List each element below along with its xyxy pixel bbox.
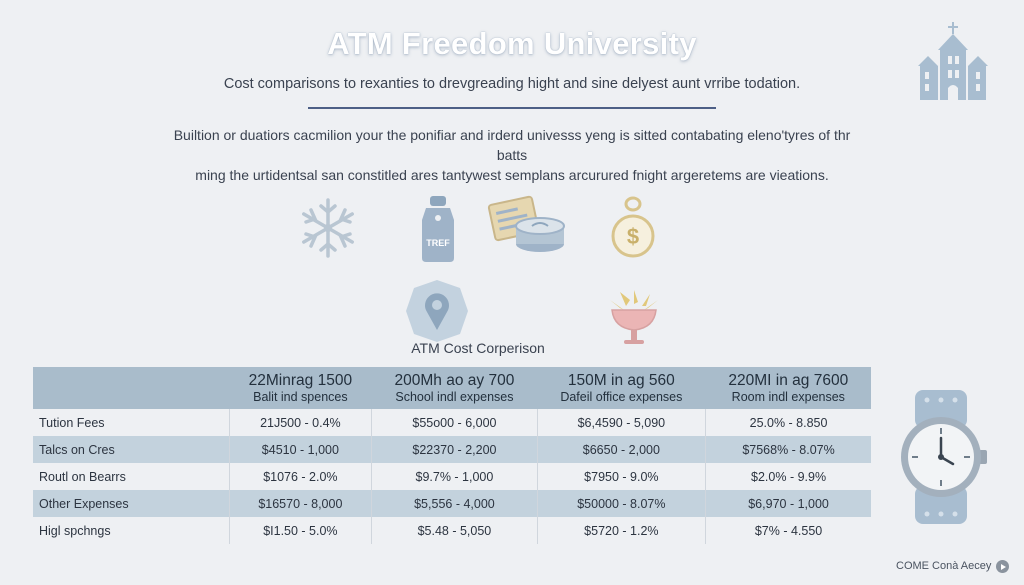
row-label: Other Expenses xyxy=(33,490,229,517)
column-title: 200Mh ao ay 700 xyxy=(394,371,515,389)
page-title: ATM Freedom University xyxy=(327,26,697,61)
page-subtitle: Cost comparisons to rexanties to drevgre… xyxy=(223,76,801,92)
price-tag-icon: TREF xyxy=(422,196,454,262)
table-row: Other Expenses $16570 - 8,000 $5,556 - 4… xyxy=(33,490,871,517)
table-header-cell: 22Minrag 1500 Balit ind spences xyxy=(229,367,372,409)
table-cell: $16570 - 8,000 xyxy=(228,490,372,517)
table-cell: $7% - 4.550 xyxy=(705,517,871,544)
table-header-cell: 200Mh ao ay 700 School indl expenses xyxy=(371,367,538,409)
row-label: Higl spchngs xyxy=(39,523,111,538)
table-cell: 25.0% - 8.850 xyxy=(705,409,871,436)
table-header-cell: 220MI in ag 7600 Room indl expenses xyxy=(705,367,871,409)
table-cell: $5720 - 1.2% xyxy=(536,517,706,544)
column-title: 22Minrag 1500 xyxy=(248,371,353,389)
money-pouch-icon: $ xyxy=(611,196,655,258)
title-divider xyxy=(308,107,716,109)
table-row: Routl on Bearrs $1076 - 2.0% $9.7% - 1,0… xyxy=(33,463,871,490)
table-cell: $1076 - 2.0% xyxy=(228,463,372,490)
table-cell: $7950 - 9.0% xyxy=(536,463,706,490)
table-cell: $9.7% - 1,000 xyxy=(371,463,538,490)
table-cell: $I1.50 - 5.0% xyxy=(228,517,372,544)
table-row: Higl spchngs $I1.50 - 5.0% $5.48 - 5,050… xyxy=(33,517,871,544)
food-bowl-icon xyxy=(610,290,658,344)
column-subtitle: School indl expenses xyxy=(395,389,514,404)
location-pin-icon xyxy=(406,280,468,342)
table-cell: $4510 - 1,000 xyxy=(228,436,372,463)
table-cell: 21J500 - 0.4% xyxy=(228,409,372,436)
svg-text:$: $ xyxy=(627,224,639,249)
table-header-row: 22Minrag 1500 Balit ind spences 200Mh ao… xyxy=(33,367,871,409)
ticket-coin-icon xyxy=(487,195,565,252)
table-cell: $2.0% - 9.9% xyxy=(705,463,871,490)
table-header-blank xyxy=(33,367,229,409)
cost-comparison-table: 22Minrag 1500 Balit ind spences 200Mh ao… xyxy=(33,367,871,544)
price-tag-label: TREF xyxy=(426,238,450,248)
table-cell: $7568% - 8.07% xyxy=(705,436,871,463)
row-label: Tution Fees xyxy=(39,415,105,430)
table-cell: $6,970 - 1,000 xyxy=(705,490,871,517)
table-cell: $22370 - 2,200 xyxy=(371,436,538,463)
table-row: Talcs on Cres $4510 - 1,000 $22370 - 2,2… xyxy=(33,436,871,463)
column-title: 150M in ag 560 xyxy=(567,371,675,389)
table-row: Tution Fees 21J500 - 0.4% $55o00 - 6,000… xyxy=(33,409,871,436)
column-subtitle: Room indl expenses xyxy=(731,389,845,404)
table-cell: $6650 - 2,000 xyxy=(536,436,706,463)
intro-text: Builtion or duatiors cacmilion your the … xyxy=(160,125,864,185)
row-label: Talcs on Cres xyxy=(33,436,229,463)
table-cell: $6,4590 - 5,090 xyxy=(536,409,706,436)
snowflake-icon xyxy=(302,198,354,258)
table-cell: $50000 - 8.07% xyxy=(536,490,706,517)
table-cell: $5.48 - 5,050 xyxy=(371,517,538,544)
table-cell: $5,556 - 4,000 xyxy=(371,490,538,517)
footer-label: COME Conà Aecey xyxy=(896,560,992,572)
table-cell: $55o00 - 6,000 xyxy=(371,409,538,436)
play-arrow-icon[interactable] xyxy=(996,560,1009,573)
intro-line-2: ming the urtidentsal san constitled ares… xyxy=(195,167,829,183)
intro-line-1: Builtion or duatiors cacmilion your the … xyxy=(173,127,851,163)
column-title: 220MI in ag 7600 xyxy=(728,371,849,389)
column-subtitle: Balit ind spences xyxy=(253,389,348,404)
column-subtitle: Dafeil office expenses xyxy=(560,389,683,404)
table-header-cell: 150M in ag 560 Dafeil office expenses xyxy=(537,367,706,409)
wristwatch-icon xyxy=(901,390,987,524)
table-caption: ATM Cost Corperison xyxy=(411,340,545,356)
row-label: Routl on Bearrs xyxy=(39,469,126,484)
university-building-icon xyxy=(918,22,988,100)
